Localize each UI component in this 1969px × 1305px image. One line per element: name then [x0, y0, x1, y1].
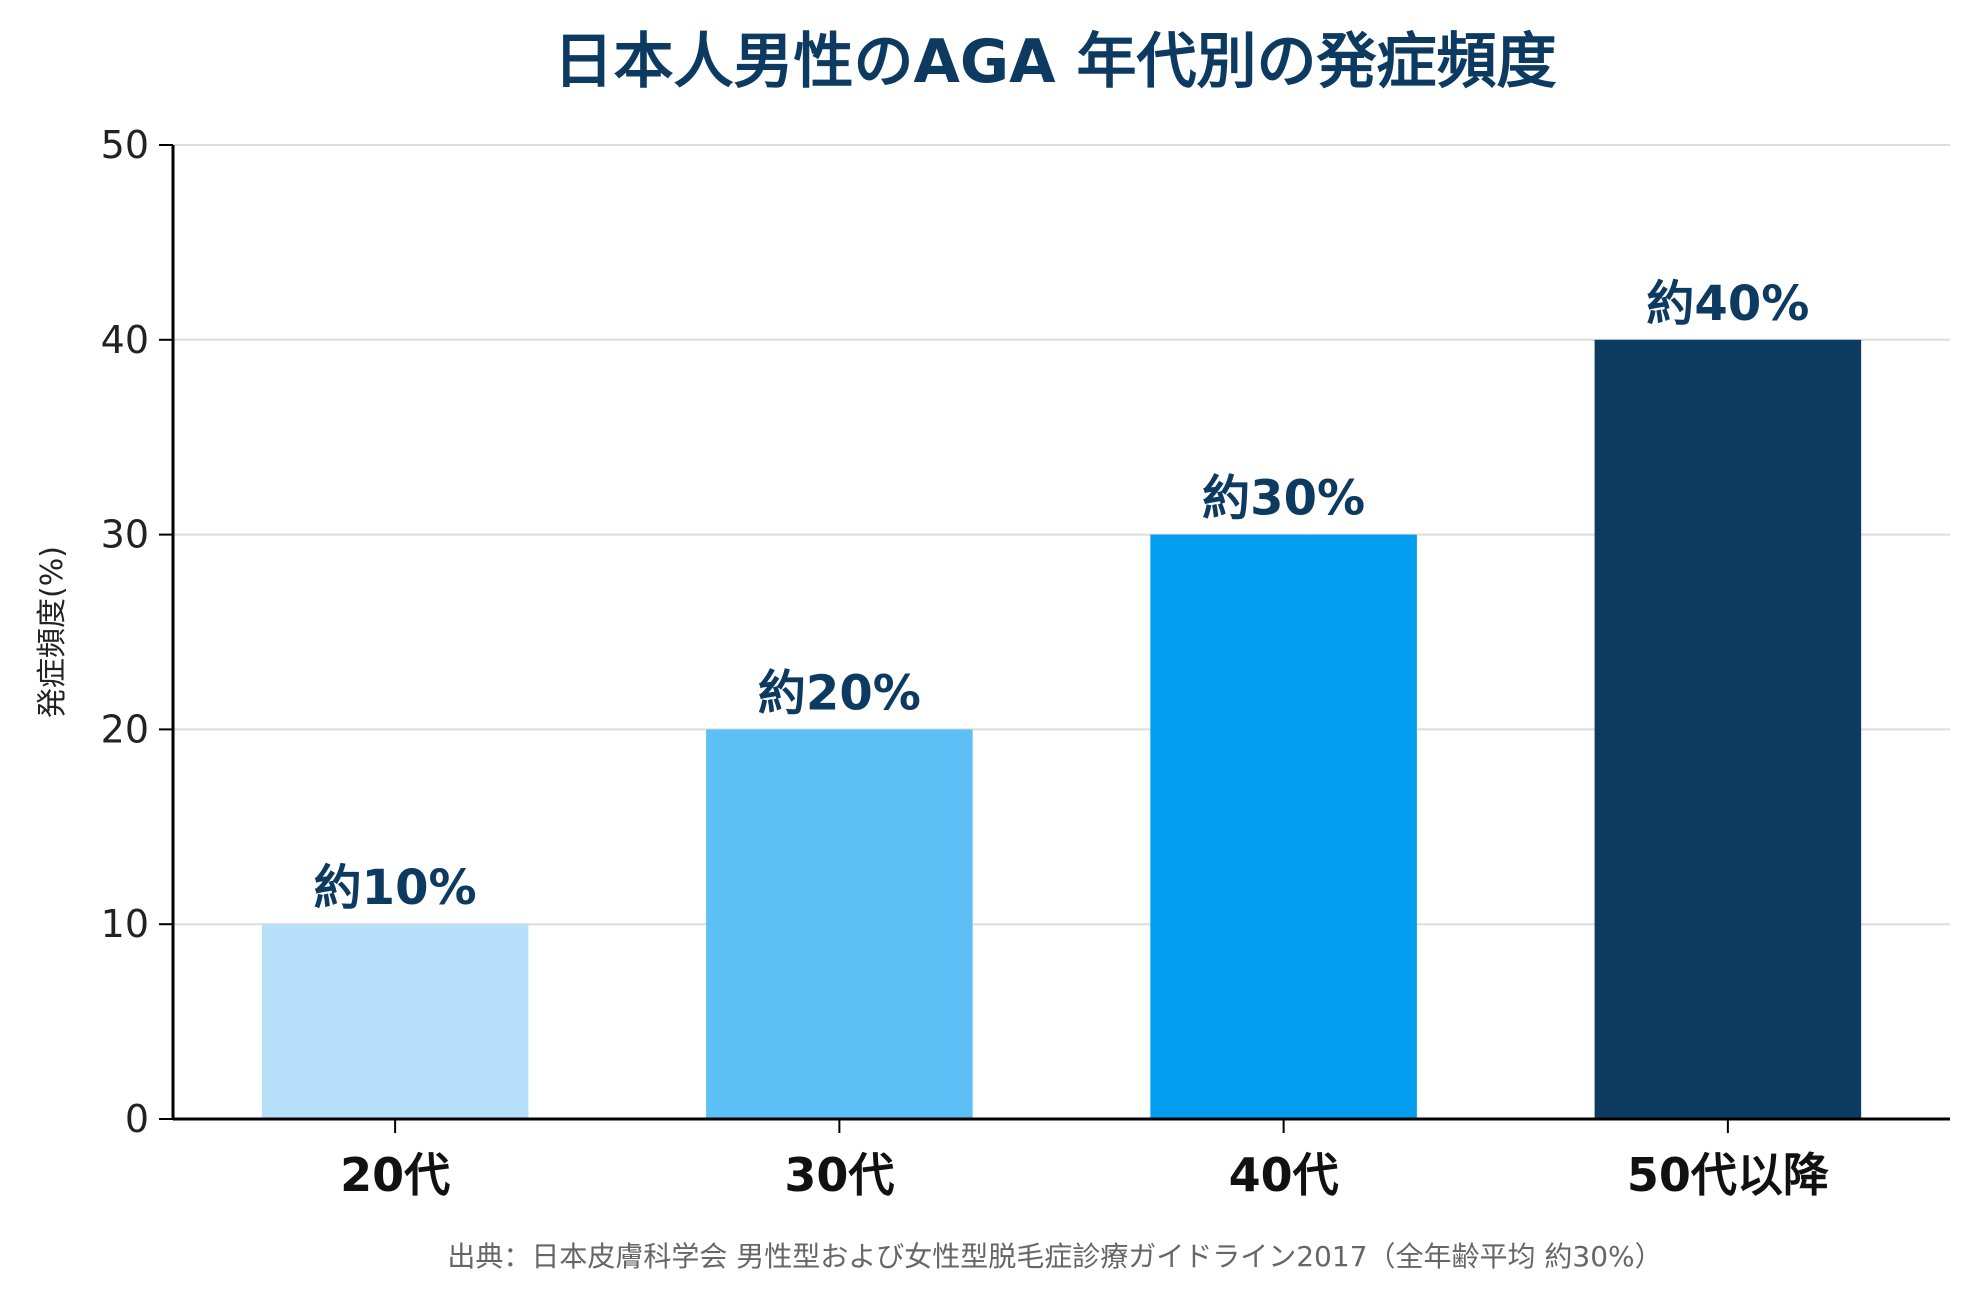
y-ticks: 0 10 20 30 40 50: [101, 123, 173, 1141]
bar-40代: [1150, 534, 1417, 1119]
chart-title: 日本人男性のAGA 年代別の発症頻度: [553, 27, 1556, 97]
y-tick-label: 0: [125, 1097, 149, 1141]
source-note: 出典：日本皮膚科学会 男性型および女性型脱毛症診療ガイドライン2017（全年齢平…: [447, 1240, 1662, 1273]
axes: [171, 145, 1950, 1121]
x-tick-label: 20代: [340, 1148, 450, 1202]
y-tick-label: 40: [101, 318, 149, 362]
bar-20代: [261, 924, 529, 1119]
y-tick-label: 30: [101, 513, 149, 557]
data-label: 約10%: [314, 860, 477, 916]
data-label: 約20%: [758, 665, 921, 721]
x-tick-label: 50代以降: [1627, 1148, 1829, 1202]
x-ticks: 20代 30代 40代 50代以降: [340, 1119, 1829, 1202]
y-tick-label: 50: [101, 123, 149, 167]
x-tick-label: 30代: [784, 1148, 894, 1202]
y-tick-label: 20: [101, 707, 149, 751]
bar-50代以降: [1594, 339, 1862, 1119]
data-labels: 約10% 約20% 約30% 約40%: [314, 276, 1810, 916]
data-label: 約30%: [1202, 471, 1365, 527]
x-tick-label: 40代: [1229, 1148, 1339, 1202]
bar-30代: [706, 729, 973, 1119]
y-axis-title: 発症頻度(%): [35, 546, 70, 718]
data-label: 約40%: [1646, 276, 1809, 332]
y-tick-label: 10: [101, 902, 149, 946]
bars: [261, 339, 1862, 1119]
